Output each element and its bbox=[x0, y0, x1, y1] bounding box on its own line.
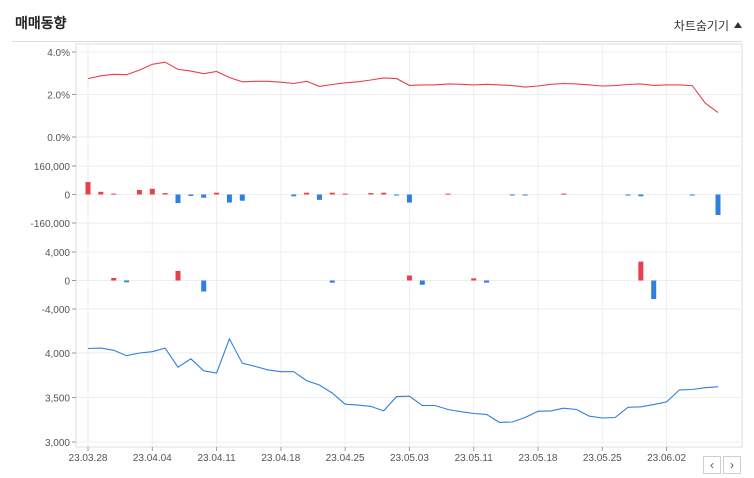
bars1-bar bbox=[406, 194, 412, 203]
bars2-bar bbox=[484, 280, 490, 283]
bars1-bar bbox=[715, 194, 721, 215]
y-tick-label: 0 bbox=[64, 277, 70, 288]
bars2-bar bbox=[175, 270, 181, 281]
y-tick-label: 0 bbox=[64, 191, 70, 202]
bars1-bar bbox=[509, 194, 515, 196]
bars1-bar bbox=[175, 194, 181, 204]
bars2-bar bbox=[651, 280, 657, 300]
bars1-bar bbox=[98, 191, 104, 195]
bars1-bar bbox=[291, 194, 297, 197]
bars1-bar bbox=[329, 192, 335, 195]
bars1-bar bbox=[445, 193, 451, 195]
bars1-bar bbox=[625, 194, 631, 196]
y-tick-label: 3,500 bbox=[45, 394, 70, 405]
y-tick-label: 4.0% bbox=[47, 48, 70, 59]
bars1-bar bbox=[304, 192, 310, 195]
bars1-bar bbox=[226, 194, 232, 203]
bars2-bar bbox=[406, 275, 412, 281]
bars2-bar bbox=[329, 280, 335, 283]
price-series-line bbox=[87, 337, 719, 423]
bars1-bar bbox=[188, 194, 194, 196]
bars2-bar bbox=[638, 261, 644, 281]
bars2-bar bbox=[419, 280, 425, 285]
bars2-bar bbox=[471, 278, 477, 281]
y-tick-label: 0.0% bbox=[47, 133, 70, 144]
y-tick-label: 4,000 bbox=[45, 248, 70, 259]
bars1-bar bbox=[162, 193, 168, 195]
y-tick-label: 3,000 bbox=[45, 438, 70, 449]
bars2-bar bbox=[201, 280, 207, 292]
x-tick-label: 23.04.04 bbox=[133, 453, 172, 464]
bars1-bar bbox=[689, 194, 695, 196]
y-tick-label: 2.0% bbox=[47, 91, 70, 102]
bars1-bar bbox=[522, 194, 528, 196]
x-tick-label: 23.04.25 bbox=[326, 453, 365, 464]
y-tick-label: 4,000 bbox=[45, 349, 70, 360]
x-tick-label: 23.06.02 bbox=[647, 453, 686, 464]
x-tick-label: 23.05.11 bbox=[455, 453, 494, 464]
y-tick-label: -4,000 bbox=[42, 305, 71, 316]
bars2-bar bbox=[124, 280, 130, 283]
x-tick-label: 23.03.28 bbox=[69, 453, 108, 464]
y-tick-label: 160,000 bbox=[34, 162, 71, 173]
header-divider bbox=[12, 41, 742, 42]
x-tick-label: 23.05.18 bbox=[519, 453, 558, 464]
prev-button[interactable]: ‹ bbox=[703, 456, 721, 474]
x-tick-label: 23.04.18 bbox=[261, 453, 300, 464]
chevron-right-icon: › bbox=[730, 458, 734, 472]
bars1-bar bbox=[214, 192, 220, 195]
bars1-bar bbox=[561, 193, 567, 195]
hide-chart-label: 차트숨기기 bbox=[673, 19, 729, 33]
ratio-series-line bbox=[87, 61, 719, 114]
bars1-bar bbox=[368, 193, 374, 195]
bars1-bar bbox=[85, 182, 91, 195]
triangle-up-icon bbox=[734, 22, 742, 28]
x-tick-label: 23.05.25 bbox=[583, 453, 622, 464]
bars1-bar bbox=[201, 194, 207, 198]
chevron-left-icon: ‹ bbox=[710, 458, 714, 472]
bars1-bar bbox=[638, 194, 644, 197]
bars1-bar bbox=[316, 194, 322, 200]
bars1-bar bbox=[342, 193, 348, 195]
hide-chart-toggle[interactable]: 차트숨기기 bbox=[674, 17, 742, 34]
bars1-bar bbox=[394, 194, 400, 196]
bars1-bar bbox=[111, 193, 117, 195]
x-tick-label: 23.04.11 bbox=[197, 453, 236, 464]
bars1-bar bbox=[136, 190, 142, 195]
bars1-bar bbox=[149, 188, 155, 195]
bars1-bar bbox=[381, 192, 387, 195]
bars1-bar bbox=[239, 194, 245, 201]
bars2-bar bbox=[111, 278, 117, 281]
y-tick-label: -160,000 bbox=[31, 219, 71, 230]
page-title: 매매동향 bbox=[15, 15, 67, 31]
x-tick-label: 23.05.03 bbox=[390, 453, 429, 464]
next-button[interactable]: › bbox=[723, 456, 741, 474]
